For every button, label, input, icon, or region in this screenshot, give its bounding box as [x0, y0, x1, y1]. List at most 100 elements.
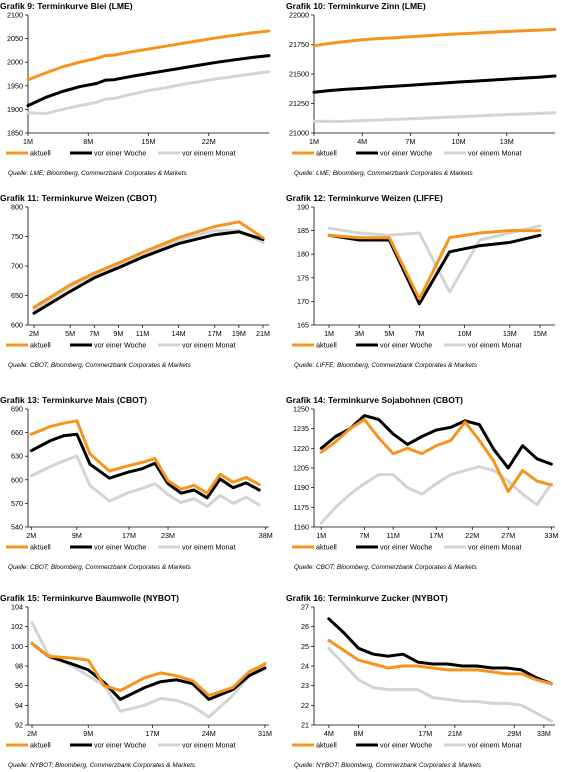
y-tick-label: 2100 [7, 11, 23, 20]
x-tick-label: 24M [202, 729, 216, 738]
x-tick-label: 22M [202, 137, 216, 146]
series-line-vor-einer-woche [319, 414, 553, 470]
x-tick-label: 21M [256, 329, 270, 338]
chart-sugar: Grafik 16: Terminkurve Zucker (NYBOT) 21 2… [286, 593, 555, 769]
series-line-vor-einem-monat [29, 454, 261, 508]
y-tick-label: 23 [301, 681, 309, 690]
y-tick-label: 630 [11, 452, 23, 461]
x-tick-label: 38M [259, 531, 273, 540]
x-tick-label: 17M [146, 729, 160, 738]
chart-lead: Grafik 9: Terminkurve Blei (LME) 1850 1900… [0, 1, 271, 177]
series-line-vor-einer-woche [26, 54, 271, 108]
series-line-vor-einer-woche [30, 641, 267, 701]
y-tick-label: 180 [297, 250, 309, 259]
x-tick-label: 2M [26, 531, 36, 540]
y-tick-label: 1175 [294, 503, 309, 512]
y-tick-label: 1235 [293, 424, 309, 433]
chart-title-text: Terminkurve Mais (CBOT) [42, 395, 147, 405]
series-line-vor-einer-woche [327, 233, 542, 306]
y-tick-label: 1205 [293, 464, 309, 473]
y-tick-label: 600 [11, 321, 23, 330]
series-line-vor-einer-woche [327, 617, 553, 686]
x-tick-label: 9M [113, 329, 123, 338]
x-tick-label: 8M [83, 137, 93, 146]
chart-panel-cotton: Grafik 15: Terminkurve Baumwolle (NYBOT)… [0, 592, 275, 772]
y-tick-label: 2050 [7, 34, 23, 43]
y-tick-label: 21250 [289, 99, 309, 108]
y-tick-label: 190 [297, 203, 309, 212]
x-tick-label: 13M [503, 329, 517, 338]
x-tick-label: 1M [324, 329, 334, 338]
y-tick-label: 700 [11, 262, 23, 271]
chart-title-prefix: Grafik 11: [0, 193, 42, 203]
y-tick-label: 100 [11, 642, 23, 651]
x-tick-label: 19M [232, 329, 246, 338]
chart-source: Quelle: LME; Bloomberg, Commerzbank Corp… [8, 170, 187, 177]
chart-title-text: Terminkurve Baumwolle (NYBOT) [42, 593, 179, 603]
legend-label: aktuell [316, 149, 337, 158]
x-tick-label: 17M [122, 531, 136, 540]
chart-title: Grafik 16: Terminkurve Zucker (NYBOT) [286, 593, 448, 603]
chart-title-text: Terminkurve Weizen (LIFFE) [328, 193, 443, 203]
legend-label: vor einer Woche [380, 543, 432, 552]
x-tick-label: 13M [500, 137, 514, 146]
chart-wheat-liffe: Grafik 12: Terminkurve Weizen (LIFFE) 165… [286, 193, 555, 369]
x-tick-label: 27M [501, 531, 515, 540]
chart-source: Quelle: CBOT; Bloomberg, Commerzbank Cor… [294, 564, 478, 571]
series-line-aktuell [32, 220, 265, 309]
series-line-vor-einer-woche [32, 230, 265, 315]
legend-label: vor einer Woche [94, 543, 146, 552]
y-tick-label: 1850 [7, 129, 23, 138]
x-tick-label: 2M [27, 729, 37, 738]
x-tick-label: 7M [414, 329, 424, 338]
x-tick-label: 9M [72, 531, 82, 540]
y-tick-label: 1950 [7, 81, 23, 90]
x-tick-label: 4M [357, 137, 367, 146]
y-tick-label: 21500 [289, 70, 309, 79]
chart-panel-corn: Grafik 13: Terminkurve Mais (CBOT) 540 570… [0, 394, 275, 574]
legend-label: vor einem Monat [182, 341, 236, 350]
y-tick-label: 1250 [293, 405, 309, 414]
x-tick-label: 9M [83, 729, 93, 738]
chart-title: Grafik 14: Terminkurve Sojabohnen (CBOT) [286, 395, 463, 405]
x-tick-label: 31M [258, 729, 272, 738]
chart-panel-soybeans: Grafik 14: Terminkurve Sojabohnen (CBOT)… [286, 394, 561, 574]
legend-label: aktuell [30, 341, 51, 350]
legend-label: aktuell [30, 741, 51, 750]
y-tick-label: 21000 [289, 129, 309, 138]
series-line-vor-einem-monat [30, 621, 267, 719]
x-tick-label: 1M [23, 137, 33, 146]
series-line-aktuell [312, 27, 557, 48]
series-line-vor-einem-monat [327, 224, 542, 294]
x-tick-label: 4M [324, 729, 334, 738]
chart-title-prefix: Grafik 9: [0, 1, 37, 11]
chart-title-prefix: Grafik 16: [286, 593, 328, 603]
y-tick-label: 570 [11, 499, 23, 508]
x-tick-label: 7M [89, 329, 99, 338]
x-tick-label: 17M [208, 329, 222, 338]
chart-title-prefix: Grafik 14: [286, 395, 328, 405]
legend-label: vor einer Woche [94, 741, 146, 750]
chart-title-text: Terminkurve Weizen (CBOT) [42, 193, 157, 203]
chart-title-prefix: Grafik 15: [0, 593, 42, 603]
y-tick-label: 660 [11, 428, 23, 437]
legend-label: vor einem Monat [182, 741, 236, 750]
legend-label: vor einer Woche [94, 341, 146, 350]
x-tick-label: 5M [384, 329, 394, 338]
chart-title-text: Terminkurve Zinn (LME) [328, 1, 426, 11]
y-tick-label: 540 [11, 523, 23, 532]
y-tick-label: 690 [11, 405, 23, 414]
x-tick-label: 1M [309, 137, 319, 146]
legend-label: vor einer Woche [380, 741, 432, 750]
chart-source: Quelle: CBOT; Bloomberg, Commerzbank Cor… [8, 564, 192, 571]
y-tick-label: 24 [301, 662, 309, 671]
x-tick-label: 15M [533, 329, 547, 338]
legend-label: aktuell [316, 543, 337, 552]
chart-title-text: Terminkurve Zucker (NYBOT) [328, 593, 448, 603]
series-line-vor-einer-woche [312, 74, 557, 94]
chart-title-prefix: Grafik 10: [286, 1, 328, 11]
x-tick-label: 1M [316, 531, 326, 540]
x-tick-label: 11M [136, 329, 149, 338]
y-tick-label: 1190 [294, 483, 309, 492]
y-tick-label: 600 [11, 475, 23, 484]
